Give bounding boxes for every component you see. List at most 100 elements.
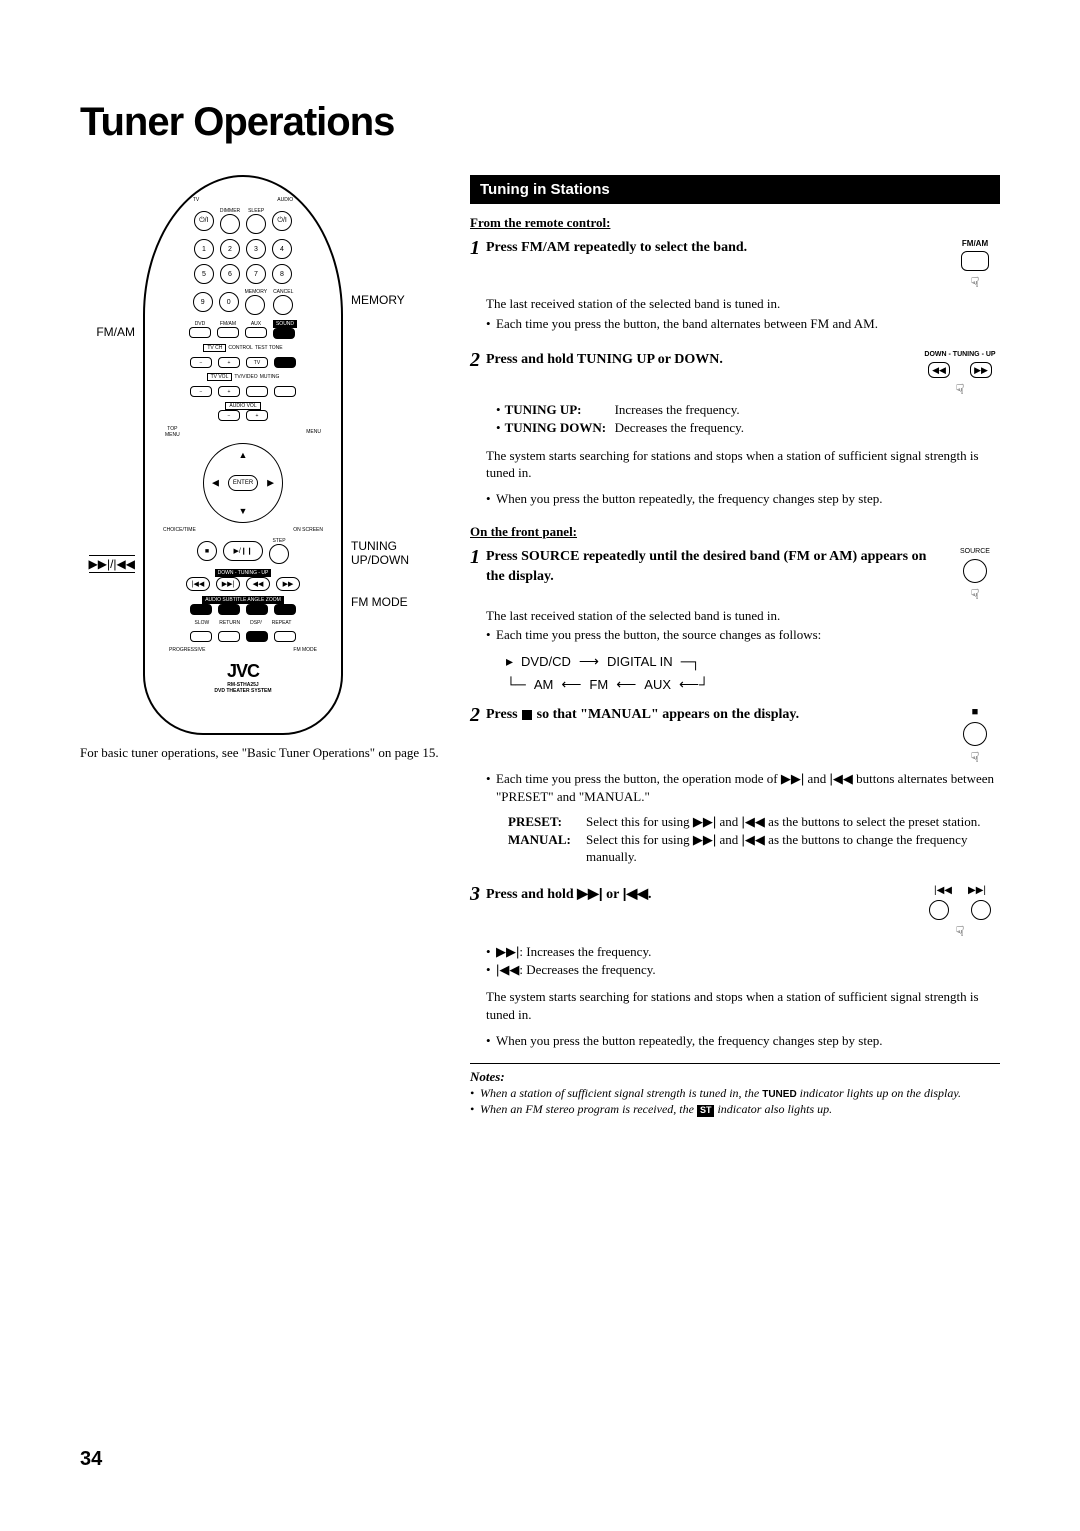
- tuning-down-icon: ◀◀: [928, 362, 950, 378]
- rew-icon: |◀◀: [742, 814, 765, 829]
- enter-button: ENTER: [228, 475, 258, 491]
- tuning-bar: DOWN - TUNING - UP: [215, 569, 272, 577]
- numpad-0: 0: [219, 292, 239, 312]
- repeat-button: [274, 631, 296, 642]
- label-return: RETURN: [219, 620, 240, 626]
- stop-button: ■: [197, 541, 217, 561]
- brand-logo: JVC: [159, 661, 327, 682]
- rew-icon: |◀◀: [742, 832, 765, 847]
- label-fmmode: FM MODE: [293, 647, 317, 653]
- step1r-title: Press FM/AM repeatedly to select the ban…: [486, 238, 944, 293]
- step-number-2f: 2: [470, 705, 480, 768]
- label-memory: MEMORY: [245, 289, 267, 295]
- label-dimmer: DIMMER: [220, 208, 240, 214]
- fwd-icon: ▶▶|: [693, 814, 716, 829]
- slow-button: [190, 631, 212, 642]
- testtone-button: [274, 357, 296, 368]
- flow-dvdcd: DVD/CD: [521, 653, 571, 671]
- preset-text: Select this for using ▶▶| and |◀◀ as the…: [586, 813, 980, 831]
- audio-power-button: ⏻/I: [272, 211, 292, 231]
- label-topmenu: TOP MENU: [165, 426, 180, 438]
- tvch-bar: TV CH: [203, 344, 226, 352]
- label-progressive: PROGRESSIVE: [169, 647, 205, 653]
- label-sound: SOUND: [273, 320, 297, 328]
- label-onscreen: ON SCREEN: [293, 527, 323, 533]
- step-button: [269, 544, 289, 564]
- fwd-icon: ▶▶|: [693, 832, 716, 847]
- fmam-button-icon: FM/AM ☟: [950, 238, 1000, 293]
- memory-button: [245, 295, 265, 315]
- audio-bar: AUDIO SUBTITLE ANGLE ZOOM: [202, 596, 284, 604]
- fwd-icon: ▶▶|: [496, 944, 519, 959]
- dimmer-button: [220, 214, 240, 234]
- source-button-icon: SOURCE ☟: [950, 547, 1000, 604]
- remote-diagram: FM/AM ▶▶|/|◀◀ TVAUDIO ⏻/I DIMMER SLEEP ⏻…: [80, 175, 440, 735]
- label-dsp: DSP/: [250, 620, 262, 626]
- source-icon-label: SOURCE: [950, 547, 1000, 557]
- finger-icon: ☟: [950, 748, 1000, 768]
- finger-icon: ☟: [920, 922, 1000, 942]
- remote-subheader: From the remote control:: [470, 214, 1000, 232]
- dpad-up-icon: ▲: [239, 450, 248, 460]
- finger-icon: ☟: [950, 585, 1000, 605]
- step1f-body: The last received station of the selecte…: [486, 607, 1000, 625]
- row-btn-3: [246, 604, 268, 615]
- numpad-1: 1: [194, 239, 214, 259]
- row-btn-1: [190, 604, 212, 615]
- row-btn-4: [274, 604, 296, 615]
- step-number-3f: 3: [470, 884, 480, 942]
- tvvol-bar: TV VOL: [207, 373, 233, 381]
- flow-fm: FM: [589, 676, 608, 694]
- step1f-bullet: Each time you press the button, the sour…: [486, 626, 1000, 644]
- fmam-icon-label: FM/AM: [950, 238, 1000, 249]
- preset-label: PRESET:: [508, 813, 586, 831]
- step2f-title: Press so that "MANUAL" appears on the di…: [486, 705, 944, 768]
- label-fmam-btn: FM/AM: [217, 321, 239, 327]
- step1f-title: Press SOURCE repeatedly until the desire…: [486, 547, 944, 604]
- page-number: 34: [80, 1448, 102, 1471]
- control-tv-button: TV: [246, 357, 268, 368]
- numpad-4: 4: [272, 239, 292, 259]
- rew-icon: |◀◀: [830, 771, 853, 786]
- numpad-7: 7: [246, 264, 266, 284]
- label-audio: AUDIO: [277, 197, 293, 203]
- dpad: ▲ ▼ ◀ ▶ ENTER: [203, 443, 283, 523]
- callout-skip: ▶▶|/|◀◀: [89, 555, 135, 573]
- step3f-bullet2: |◀◀: Decreases the frequency.: [486, 961, 1000, 979]
- front-subheader: On the front panel:: [470, 523, 1000, 541]
- def-tuningdown-text: Decreases the frequency.: [615, 419, 744, 437]
- callout-tuning: TUNING: [351, 539, 397, 553]
- section-header: Tuning in Stations: [470, 175, 1000, 204]
- numpad-9: 9: [193, 292, 213, 312]
- next-icon: ▶▶|: [968, 884, 986, 898]
- label-testtone: TEST TONE: [255, 345, 283, 351]
- def-tuningup-text: Increases the frequency.: [615, 401, 740, 419]
- dvd-button: [189, 327, 211, 338]
- tvch-down: −: [190, 357, 212, 368]
- source-flow-diagram: ▸ DVD/CD ⟶ DIGITAL IN ─┐ └─ AM ⟵ FM ⟵ AU…: [506, 652, 1000, 695]
- sound-button: [273, 328, 295, 339]
- tv-power-button: ⏻/I: [194, 211, 214, 231]
- note-2: When an FM stereo program is received, t…: [470, 1102, 1000, 1118]
- numpad-5: 5: [194, 264, 214, 284]
- label-menu: MENU: [306, 429, 321, 435]
- left-column: FM/AM ▶▶|/|◀◀ TVAUDIO ⏻/I DIMMER SLEEP ⏻…: [80, 175, 440, 1117]
- label-tv: TV: [193, 197, 199, 203]
- arrow-icon: ⟶: [579, 652, 599, 672]
- callout-fmam: FM/AM: [96, 325, 135, 339]
- cancel-button: [273, 295, 293, 315]
- label-slow: SLOW: [195, 620, 210, 626]
- playpause-button: ▶/❙❙: [223, 541, 263, 561]
- audiovol-up: +: [246, 410, 268, 421]
- step2r-title: Press and hold TUNING UP or DOWN.: [486, 350, 914, 399]
- tuning-up-icon: ▶▶: [970, 362, 992, 378]
- arrow-icon: ⟵┘: [679, 675, 709, 695]
- step3f-body1: The system starts searching for stations…: [486, 988, 1000, 1023]
- st-indicator: ST: [697, 1105, 715, 1117]
- audiovol-bar: AUDIO VOL: [225, 402, 260, 410]
- numpad-2: 2: [220, 239, 240, 259]
- dpad-down-icon: ▼: [239, 506, 248, 516]
- ffwd-button: ▶▶: [276, 577, 300, 591]
- stop-button-icon: ■ ☟: [950, 705, 1000, 768]
- step1r-body: The last received station of the selecte…: [486, 295, 1000, 313]
